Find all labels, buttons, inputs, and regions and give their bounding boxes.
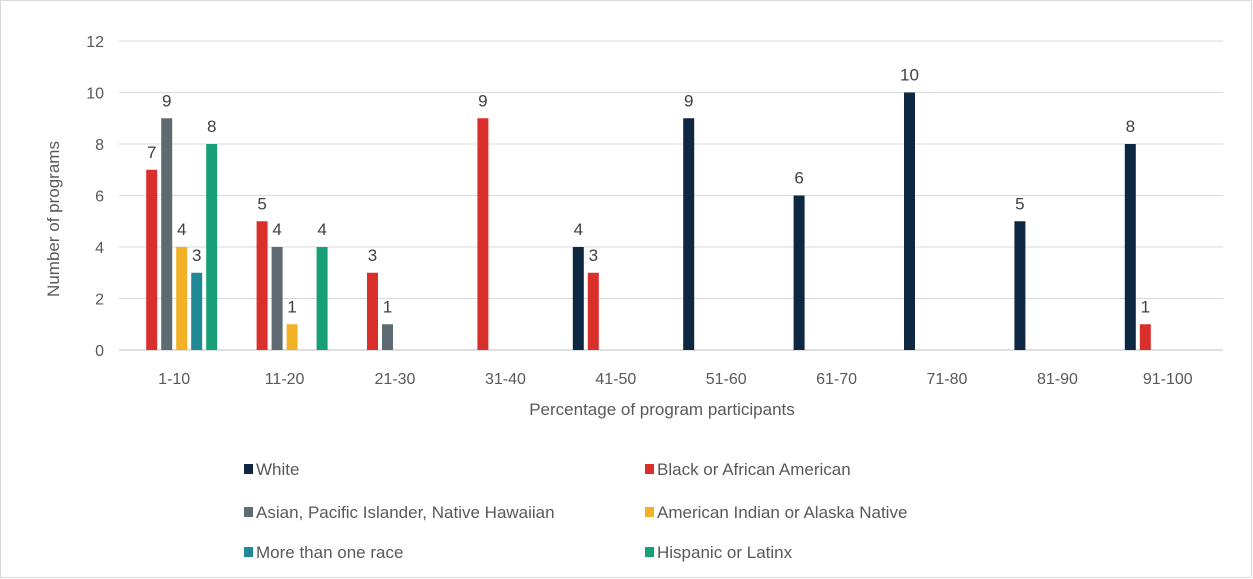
data-label: 4	[574, 220, 583, 239]
x-tick-label: 11-20	[265, 371, 305, 388]
data-label: 3	[192, 246, 201, 265]
data-label: 7	[147, 143, 156, 162]
x-tick-label: 61-70	[816, 371, 857, 388]
bar	[904, 92, 915, 350]
x-axis-title: Percentage of program participants	[529, 400, 795, 419]
legend-label: Black or African American	[657, 460, 851, 479]
legend-label: Asian, Pacific Islander, Native Hawaiian	[256, 503, 555, 522]
bar	[176, 247, 188, 350]
data-label: 9	[162, 91, 171, 110]
data-label: 1	[1141, 297, 1150, 316]
data-label: 9	[684, 91, 693, 110]
bar	[1124, 144, 1136, 350]
legend-swatch	[645, 547, 654, 557]
bar	[256, 221, 268, 350]
y-tick-label: 4	[95, 240, 104, 257]
gridlines	[119, 40, 1223, 351]
data-label: 1	[287, 297, 296, 316]
data-label: 3	[589, 246, 598, 265]
bar	[477, 118, 489, 350]
data-label: 4	[317, 220, 326, 239]
bar	[1014, 221, 1026, 350]
data-label: 3	[368, 246, 377, 265]
x-tick-label: 91-100	[1143, 371, 1193, 388]
bar	[382, 324, 393, 350]
legend-label: White	[256, 460, 299, 479]
data-label: 1	[383, 297, 392, 316]
legend-label: American Indian or Alaska Native	[657, 503, 907, 522]
y-axis-title: Number of programs	[44, 141, 63, 297]
x-tick-label: 41-50	[595, 371, 636, 388]
data-label: 9	[478, 91, 487, 110]
data-label: 4	[272, 220, 281, 239]
x-tick-label: 31-40	[485, 371, 526, 388]
bars	[146, 92, 1151, 350]
x-tick-label: 21-30	[375, 371, 416, 388]
x-tick-label: 71-80	[927, 371, 968, 388]
bar	[161, 118, 173, 350]
x-tick-label: 81-90	[1037, 371, 1078, 388]
x-tick-label: 51-60	[706, 371, 747, 388]
bar	[1139, 324, 1151, 350]
bar	[146, 169, 158, 350]
legend: White Black or African American Asian, Pac…	[244, 460, 907, 562]
y-tick-label: 0	[95, 343, 104, 360]
bar	[286, 324, 298, 350]
legend-swatch	[645, 507, 654, 517]
data-label: 8	[207, 117, 216, 136]
data-label: 6	[794, 169, 803, 188]
y-tick-label: 10	[86, 86, 104, 103]
data-label: 10	[900, 66, 919, 85]
data-label: 8	[1126, 117, 1135, 136]
x-tick-label: 1-10	[158, 371, 190, 388]
bar	[793, 195, 805, 350]
y-tick-label: 2	[95, 292, 104, 309]
bar	[367, 272, 378, 350]
bar	[587, 272, 599, 350]
bar	[206, 144, 218, 350]
legend-swatch	[645, 464, 654, 474]
bar	[316, 247, 328, 350]
bar	[191, 272, 203, 350]
data-label: 5	[257, 194, 266, 213]
legend-label: Hispanic or Latinx	[657, 543, 793, 562]
legend-swatch	[244, 507, 253, 517]
data-label: 5	[1015, 194, 1024, 213]
y-tick-label: 12	[86, 34, 104, 51]
legend-label: More than one race	[256, 543, 403, 562]
legend-swatch	[244, 464, 253, 474]
bar	[572, 247, 584, 350]
bar	[683, 118, 695, 350]
bar	[271, 247, 283, 350]
data-label: 4	[177, 220, 186, 239]
y-tick-label: 6	[95, 189, 104, 206]
legend-swatch	[244, 547, 253, 557]
y-tick-label: 8	[95, 137, 104, 154]
